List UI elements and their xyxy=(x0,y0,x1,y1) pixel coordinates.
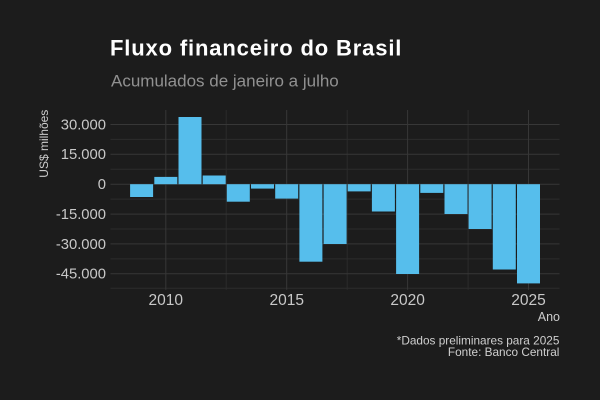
svg-text:Acumulados de janeiro a julho: Acumulados de janeiro a julho xyxy=(111,71,339,90)
svg-text:-15.000: -15.000 xyxy=(56,207,106,223)
svg-text:2020: 2020 xyxy=(390,292,425,309)
svg-text:Fonte: Banco Central: Fonte: Banco Central xyxy=(448,345,559,359)
svg-text:Fluxo financeiro do Brasil: Fluxo financeiro do Brasil xyxy=(110,36,402,61)
svg-text:2025: 2025 xyxy=(511,292,545,309)
svg-text:Ano: Ano xyxy=(538,310,560,324)
svg-text:2015: 2015 xyxy=(269,292,303,309)
svg-text:*Dados preliminares para 2025: *Dados preliminares para 2025 xyxy=(397,333,560,347)
svg-text:0: 0 xyxy=(98,177,106,193)
svg-text:2010: 2010 xyxy=(149,292,184,309)
svg-text:-30.000: -30.000 xyxy=(56,237,106,253)
svg-text:30.000: 30.000 xyxy=(61,117,106,133)
svg-text:15.000: 15.000 xyxy=(61,147,106,163)
svg-text:-45.000: -45.000 xyxy=(56,267,106,283)
svg-text:US$ milhões: US$ milhões xyxy=(37,110,51,178)
